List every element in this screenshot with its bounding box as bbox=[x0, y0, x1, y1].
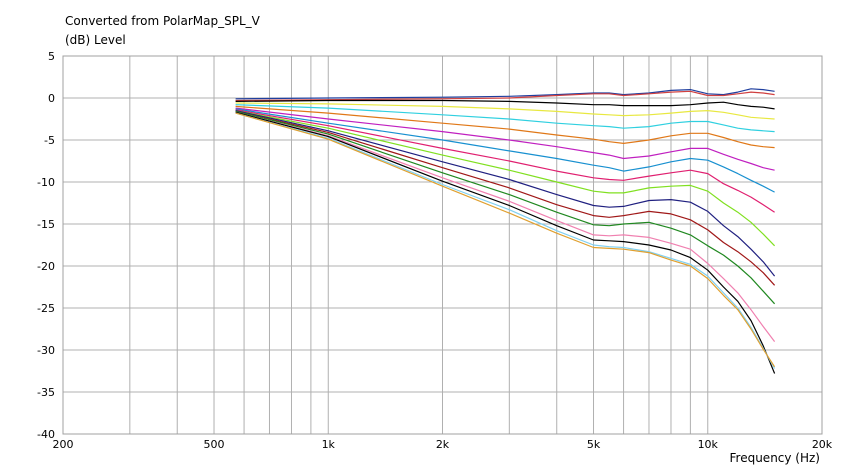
series-line-11 bbox=[235, 110, 776, 277]
series-line-5 bbox=[235, 104, 775, 133]
y-axis-label: (dB) Level bbox=[65, 33, 126, 47]
series-line-9 bbox=[235, 109, 775, 213]
series-line-16 bbox=[235, 112, 776, 369]
y-tick-label: -5 bbox=[44, 134, 55, 147]
series-line-7 bbox=[235, 107, 775, 171]
y-tick-label: 0 bbox=[48, 92, 55, 105]
series-line-4 bbox=[235, 102, 775, 120]
series-line-8 bbox=[235, 108, 775, 193]
series-line-14 bbox=[235, 111, 776, 342]
y-tick-label: -30 bbox=[37, 344, 55, 357]
x-tick-label: 500 bbox=[204, 438, 225, 451]
x-tick-label: 20k bbox=[812, 438, 833, 451]
series-group bbox=[235, 88, 776, 374]
x-tick-label: 200 bbox=[53, 438, 74, 451]
y-tick-label: -40 bbox=[37, 428, 55, 441]
y-tick-label: -35 bbox=[37, 386, 55, 399]
x-tick-label: 10k bbox=[698, 438, 719, 451]
series-line-17 bbox=[235, 112, 776, 368]
y-tick-label: 5 bbox=[48, 50, 55, 63]
series-line-13 bbox=[235, 110, 776, 305]
series-line-10 bbox=[235, 110, 776, 247]
y-tick-labels: 5 0 -5 -10 -15 -20 -25 -30 -35 -40 bbox=[37, 50, 55, 441]
x-tick-label: 1k bbox=[322, 438, 336, 451]
x-tick-label: 5k bbox=[587, 438, 601, 451]
series-line-3 bbox=[235, 99, 775, 110]
x-axis-label: Frequency (Hz) bbox=[730, 451, 821, 465]
x-tick-label: 2k bbox=[436, 438, 450, 451]
chart-title: Converted from PolarMap_SPL_V bbox=[65, 14, 261, 28]
y-tick-label: -25 bbox=[37, 302, 55, 315]
series-line-2 bbox=[235, 90, 775, 102]
series-line-12 bbox=[235, 110, 776, 286]
series-line-6 bbox=[235, 105, 775, 149]
series-line-15 bbox=[235, 111, 776, 374]
series-line-1 bbox=[235, 88, 775, 100]
y-tick-label: -15 bbox=[37, 218, 55, 231]
grid bbox=[63, 55, 822, 435]
y-tick-label: -20 bbox=[37, 260, 55, 273]
x-tick-labels: 200 500 1k 2k 5k 10k 20k bbox=[53, 438, 833, 451]
y-tick-label: -10 bbox=[37, 176, 55, 189]
plot-frame bbox=[62, 55, 823, 435]
